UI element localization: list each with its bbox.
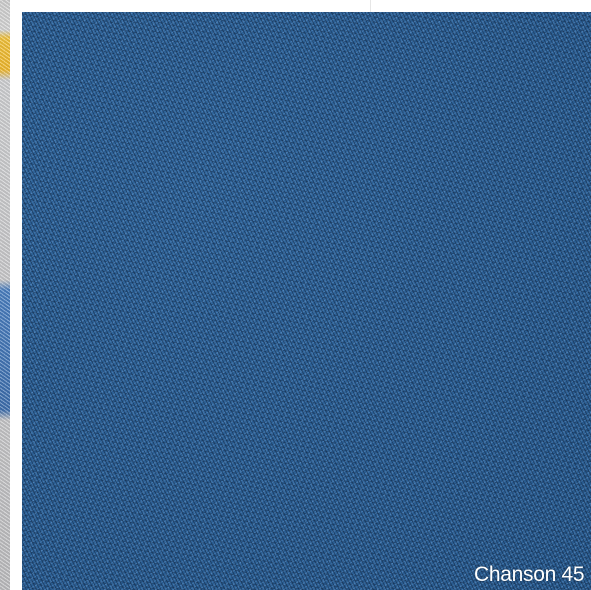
carpet-tile-image[interactable] (22, 12, 591, 590)
previous-product-tile[interactable] (0, 0, 10, 590)
product-caption: Chanson 45 (474, 563, 585, 586)
carousel-divider (370, 0, 371, 12)
